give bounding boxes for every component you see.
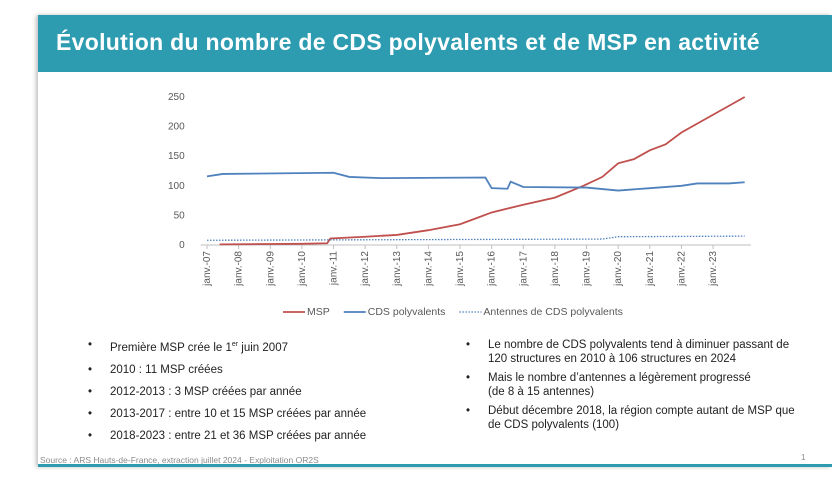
legend-label: MSP	[307, 306, 330, 318]
bullet-line: de CDS polyvalents (100)	[488, 419, 620, 431]
line	[206, 171, 745, 192]
x-tick-label: janv.-15	[455, 251, 466, 287]
footer-bar	[38, 464, 832, 467]
bullet: 2018-2023 : entre 21 et 36 MSP créées pa…	[88, 429, 366, 443]
x-tick-label: janv.-10	[297, 251, 308, 287]
chart: 0 50 100 150 200 250 janv.-07 janv.-08 janv.-09 j…	[168, 92, 751, 318]
bullet: Mais le nombre d’antennes a légèrement p…	[466, 371, 832, 399]
bullet-line: 120 structures en 2010 à 106 structures …	[488, 353, 737, 365]
source: Source : ARS Hauts-de-France, extraction…	[40, 455, 319, 465]
bullet-line: Le nombre de CDS polyvalents tend à dimi…	[488, 339, 790, 351]
x-tick-label: janv.-17	[518, 251, 529, 287]
bullet-text: 2013-2017 : entre 10 et 15 MSP créées pa…	[110, 407, 367, 420]
bullet: Début décembre 2018, la région compte au…	[466, 404, 832, 432]
bullet-text: juin 2007	[238, 341, 288, 354]
x-tick-label: janv.-11	[329, 251, 340, 287]
x-tick-label: janv.-14	[423, 251, 434, 287]
bullet-line: Début décembre 2018, la région compte au…	[488, 405, 795, 417]
legend-label: Antennes de CDS polyvalents	[483, 306, 623, 318]
bullet: Première MSP crée le 1er juin 2007	[88, 338, 366, 355]
y-tick-label: 250	[168, 92, 185, 103]
bullet-text: 2012-2013 : 3 MSP créées par année	[110, 385, 302, 398]
legend-label: CDS polyvalents	[368, 306, 446, 318]
x-tick-label: janv.-07	[202, 251, 213, 287]
line	[219, 96, 746, 246]
y-tick-label: 100	[168, 181, 185, 192]
page-number: 1	[801, 453, 806, 462]
x-tick-label: janv.-19	[582, 251, 593, 287]
y-tick-label: 50	[174, 210, 186, 221]
x-tick-label: janv.-20	[613, 251, 624, 287]
bullet-line: Mais le nombre d’antennes a légèrement p…	[488, 372, 751, 384]
bullet: Le nombre de CDS polyvalents tend à dimi…	[466, 338, 832, 366]
slide-title: Évolution du nombre de CDS polyvalents e…	[56, 29, 760, 55]
bullet: 2012-2013 : 3 MSP créées par année	[88, 385, 366, 399]
x-tick-label: janv.-22	[676, 251, 687, 287]
x-tick-label: janv.-21	[645, 251, 656, 287]
y-tick-label: 150	[168, 151, 185, 162]
bullet-text: Première MSP crée le 1	[110, 341, 232, 354]
bullet: 2013-2017 : entre 10 et 15 MSP créées pa…	[88, 407, 366, 421]
title-bar	[38, 15, 832, 72]
x-tick-label: janv.-16	[487, 251, 498, 287]
x-tick-label: janv.-23	[708, 251, 719, 287]
x-tick-label: janv.-09	[265, 251, 276, 287]
line	[207, 235, 745, 241]
bullet-list: Première MSP crée le 1er juin 2007 2010 :…	[88, 338, 366, 451]
superscript: er	[231, 341, 239, 348]
bullet-list: Le nombre de CDS polyvalents tend à dimi…	[466, 338, 832, 437]
bullet-line: (de 8 à 15 antennes)	[488, 386, 595, 398]
x-tick-label: janv.-12	[360, 251, 371, 287]
x-tick-label: janv.-13	[392, 251, 403, 287]
slide: Évolution du nombre de CDS polyvalents e…	[38, 15, 832, 467]
x-tick-label: janv.-08	[234, 251, 245, 287]
y-tick-label: 200	[168, 122, 185, 133]
bullet-text: 2018-2023 : entre 21 et 36 MSP créées pa…	[110, 429, 367, 442]
bullet-text: 2010 : 11 MSP créées	[110, 363, 223, 376]
bullet: 2010 : 11 MSP créées	[88, 363, 366, 377]
y-tick-label: 0	[179, 240, 185, 251]
x-tick-label: janv.-18	[550, 251, 561, 287]
